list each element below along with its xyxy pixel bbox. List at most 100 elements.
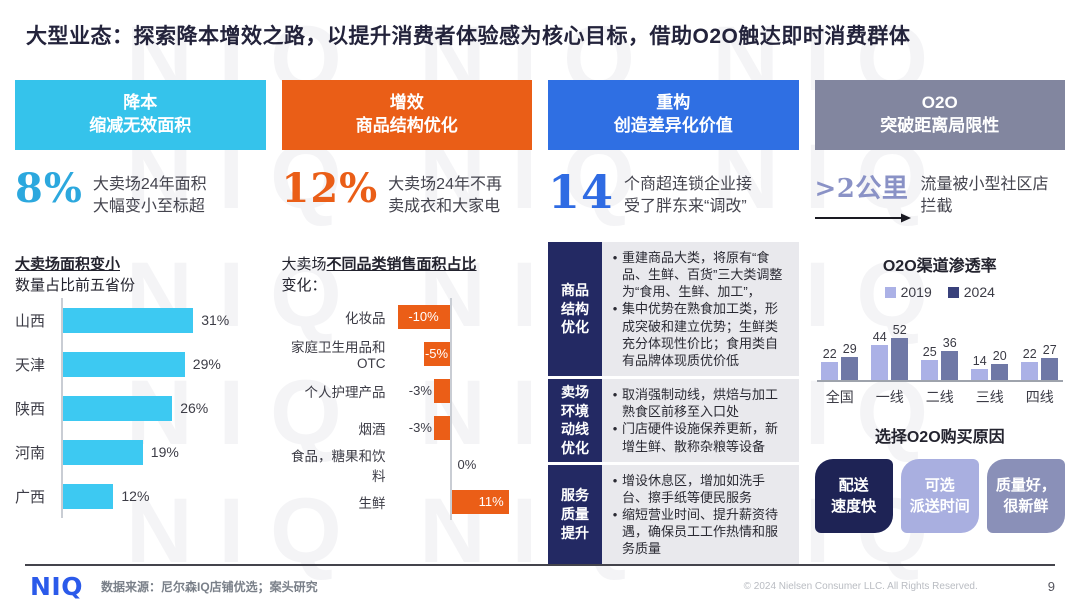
- bar-cell: 44: [871, 329, 889, 380]
- bar: [841, 356, 859, 380]
- bar-value-label: 27: [1042, 343, 1057, 358]
- bar-group: 22 27: [1021, 343, 1059, 380]
- bar: [63, 395, 173, 421]
- bar-category-label: 四线: [1025, 389, 1054, 405]
- bar: -5%: [423, 341, 450, 366]
- negative-zone: -3%: [392, 372, 450, 409]
- page-title: 大型业态：探索降本增效之路，以提升消费者体验感为核心目标，借助O2O触达即时消费…: [26, 25, 911, 48]
- o2o-reason-card: 配送 速度快: [814, 459, 893, 533]
- bullet-item: • 增设休息区，增加如洗手台、擦手纸等便民服务: [608, 472, 791, 506]
- bar-cell: 52: [891, 323, 909, 380]
- o2o-reason-cards: 配送 速度快 可选 派送时间 质量好， 很新鲜: [814, 459, 1066, 533]
- bar: [1041, 358, 1059, 380]
- stat-value: >2公里: [814, 174, 909, 204]
- positive-zone: 11%: [449, 483, 533, 520]
- table-row-header: 卖场 环境 动线 优化: [548, 379, 602, 462]
- bar-zone: 26%: [61, 386, 266, 430]
- bar-value-label: -10%: [408, 309, 439, 324]
- bar: [63, 307, 194, 333]
- bar: [971, 368, 989, 380]
- bar: [991, 364, 1009, 380]
- bar-cell: 27: [1041, 343, 1059, 380]
- chart-bar-row: 烟酒 -3%: [282, 409, 533, 446]
- positive-zone: [449, 409, 533, 446]
- chart-bar-row: 生鲜 11%: [282, 483, 533, 520]
- bullet-text: 重建商品大类，将原有“食品、生鲜、百货”三大类调整为“食用、生鲜、加工”，: [622, 250, 783, 300]
- table-row-body: • 取消强制动线，烘焙与加工熟食区前移至入口处 • 门店硬件设施保养更新，新增生鲜、散…: [602, 379, 799, 462]
- positive-zone: 0%: [449, 446, 533, 483]
- footer-divider: [25, 564, 1055, 566]
- stat-desc: 大卖场24年不再 卖成衣和大家电: [388, 176, 502, 215]
- bullet-icon: •: [612, 301, 618, 317]
- bar-zone: 19%: [61, 430, 266, 474]
- chart-bar-row: 食品，糖果和饮料 0%: [282, 446, 533, 484]
- bar-value-label: 26%: [180, 400, 209, 416]
- caption-bold: 不同品类销售面积占比: [326, 256, 477, 273]
- bar-cell: 29: [841, 342, 859, 380]
- legend-label: 2019: [900, 284, 932, 300]
- table-row: 服务 质量 提升 • 增设休息区，增加如洗手台、擦手纸等便民服务 • 缩短营业时间、提升…: [548, 464, 799, 565]
- bar: [1021, 362, 1039, 380]
- category-change-bar-chart: 化妆品 -10% 家庭卫生用品和OTC -5% 个人护理产品 -3% 烟酒 -3% 食品，糖果和…: [282, 298, 533, 520]
- bullet-text: 集中优势在熟食加工类，形成突破和建立优势；生鲜类充分体现性价比；食用类自有品牌体…: [622, 301, 779, 368]
- chart-bar-row: 家庭卫生用品和OTC -5%: [282, 335, 533, 372]
- right-arrow-icon: [814, 213, 911, 223]
- o2o-chart-title: O2O渠道渗透率: [882, 258, 997, 275]
- bullet-text: 缩短营业时间、提升薪资待遇，确保员工工作热情和服务质量: [622, 507, 779, 557]
- table-row-body: • 增设休息区，增加如洗手台、擦手纸等便民服务 • 缩短营业时间、提升薪资待遇，确保员…: [602, 464, 799, 565]
- o2o-reasons-title: 选择O2O购买原因: [874, 429, 1005, 446]
- column-o2o: >2公里 流量被小型社区店 拦截 O2O渠道渗透率 2019 2024 22 29 4…: [814, 168, 1066, 568]
- bar-value-label: 44: [872, 329, 887, 344]
- bullet-item: • 集中优势在熟食加工类，形成突破和建立优势；生鲜类充分体现性价比；食用类自有品牌…: [608, 300, 791, 369]
- stat-value: 12%: [281, 165, 379, 212]
- bar-category-label: 天津: [15, 356, 46, 374]
- legend-swatch-icon: [884, 286, 896, 298]
- legend-item: 2019: [884, 284, 932, 300]
- bullet-item: • 重建商品大类，将原有“食品、生鲜、百货”三大类调整为“食用、生鲜、加工”，: [608, 249, 791, 300]
- negative-zone: -5%: [392, 335, 450, 372]
- negative-zone: [392, 446, 450, 483]
- bar: [821, 362, 839, 380]
- bar-value-label: -3%: [408, 420, 432, 435]
- bar-category-label: 食品，糖果和饮料: [291, 448, 386, 484]
- chart-bar-row: 广西 12%: [15, 474, 266, 518]
- pillar-cost-reduction: 降本 缩减无效面积: [15, 80, 266, 150]
- bar: [921, 360, 939, 380]
- bar-cell: 22: [1021, 347, 1039, 380]
- bar-category-label: 山西: [15, 312, 46, 330]
- stat-desc: 大卖场24年面积 大幅变小至标超: [92, 176, 207, 215]
- transformation-table: 商品 结构 优化 • 重建商品大类，将原有“食品、生鲜、百货”三大类调整为“食用、生…: [548, 242, 799, 565]
- positive-zone: [449, 335, 533, 372]
- stat-distance: >2公里 流量被小型社区店 拦截: [814, 168, 1066, 240]
- chart-bar-row: 化妆品 -10%: [282, 298, 533, 335]
- bar-value-label: 31%: [201, 312, 230, 328]
- table-row: 商品 结构 优化 • 重建商品大类，将原有“食品、生鲜、百货”三大类调整为“食用、生…: [548, 242, 799, 377]
- bar-group: 25 36: [921, 336, 959, 380]
- bar: [871, 344, 889, 380]
- bar: [891, 338, 909, 380]
- column-cost-reduction: 8% 大卖场24年面积 大幅变小至标超 大卖场面积变小 数量占比前五省份 山西 3…: [15, 168, 266, 568]
- bar-value-label: 19%: [150, 444, 179, 460]
- bar-cell: 36: [941, 336, 959, 380]
- caption-bold: 大卖场面积变小: [15, 256, 121, 273]
- bar-cell: 14: [971, 354, 989, 380]
- pillar-line2: 突破距离局限性: [880, 116, 1000, 135]
- bar-cell: 22: [821, 347, 839, 380]
- bar-category-label: 家庭卫生用品和OTC: [291, 340, 386, 371]
- bar-cell: 25: [921, 345, 939, 380]
- pillar-line1: 降本: [123, 93, 158, 113]
- o2o-chart-categories: 全国 一线 二线 三线 四线: [815, 387, 1066, 407]
- positive-zone: [449, 298, 533, 335]
- bullet-text: 增设休息区，增加如洗手台、擦手纸等便民服务: [622, 472, 766, 505]
- stat-category-exit: 12% 大卖场24年不再 卖成衣和大家电: [282, 168, 533, 240]
- table-row-body: • 重建商品大类，将原有“食品、生鲜、百货”三大类调整为“食用、生鲜、加工”， • 集…: [602, 242, 799, 377]
- legend-swatch-icon: [947, 286, 959, 298]
- bar-category-label: 二线: [925, 389, 954, 405]
- niq-logo: NIQ: [30, 572, 83, 601]
- pillar-line1: 重构: [656, 93, 691, 113]
- table-row-header: 服务 质量 提升: [548, 464, 602, 565]
- legend-item: 2024: [947, 284, 995, 300]
- bar-value-label: 22: [822, 347, 837, 362]
- pillar-line1: 增效: [389, 93, 424, 113]
- bullet-icon: •: [612, 250, 618, 265]
